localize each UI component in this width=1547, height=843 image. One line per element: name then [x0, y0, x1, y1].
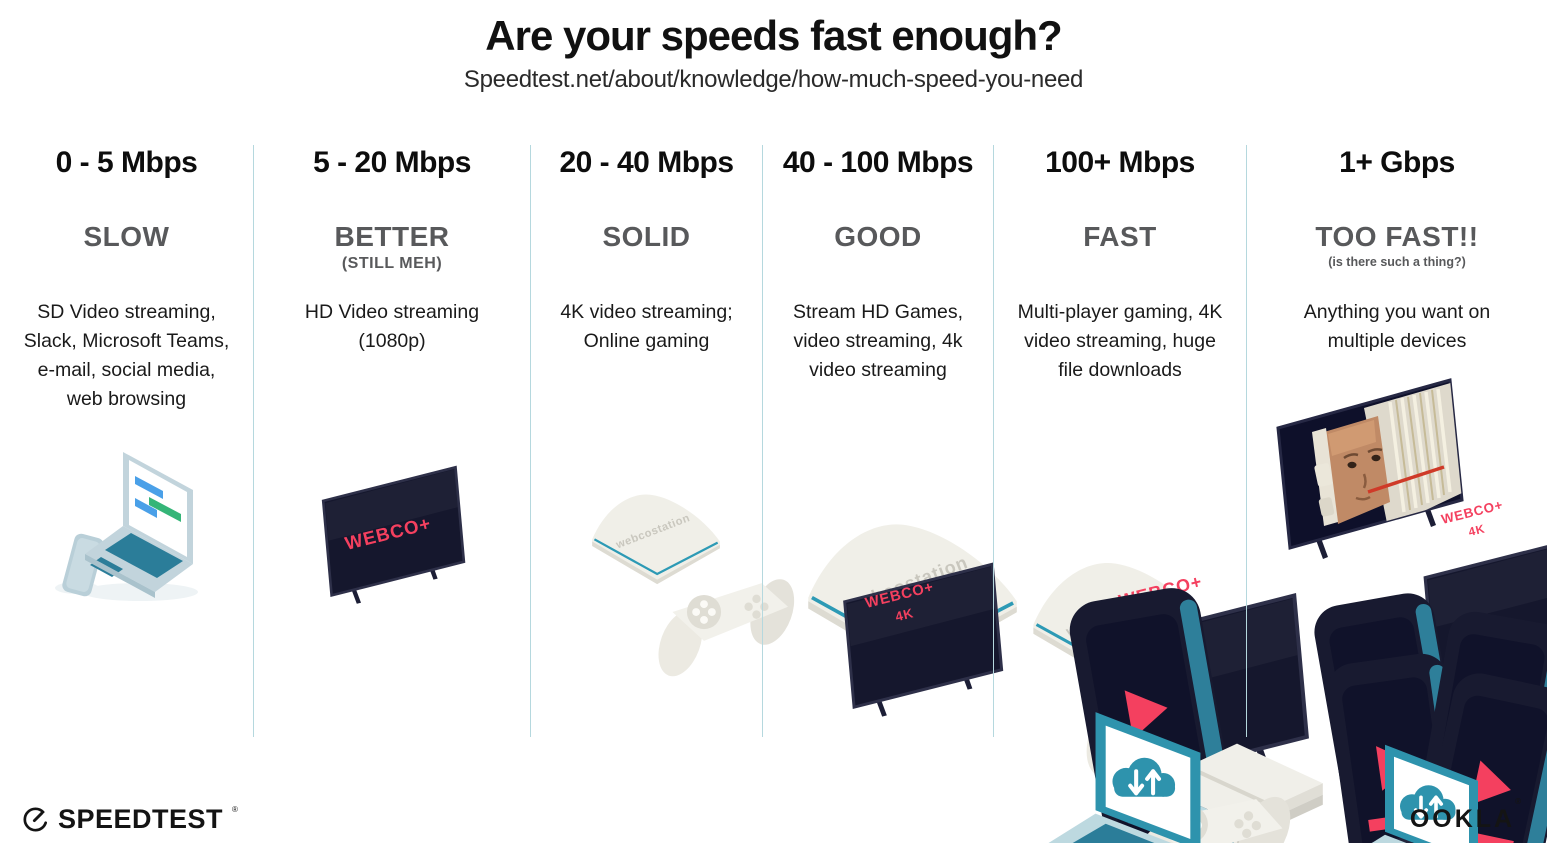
ookla-trademark: ® — [1515, 797, 1521, 806]
speed-columns: 0 - 5 Mbps SLOW SD Video streaming, Slac… — [0, 145, 1547, 737]
movie-tv-icon — [1276, 378, 1464, 559]
tier-label: SLOW — [83, 221, 170, 252]
tv-4k-label: 4K — [894, 605, 915, 624]
tv-icon: WEBCO+ — [317, 457, 467, 607]
hd-tv-illustration: WEBCO+ — [317, 457, 467, 607]
ookla-wordmark: OOKLA — [1409, 805, 1516, 833]
column-better: 5 - 20 Mbps BETTER (STILL MEH) HD Video … — [253, 145, 530, 737]
speedtest-logo: SPEEDTEST ® — [22, 804, 238, 835]
footer: SPEEDTEST ® OOKLA® — [22, 797, 1521, 835]
column-slow: 0 - 5 Mbps SLOW SD Video streaming, Slac… — [0, 145, 253, 737]
all-devices-icon: WEBCO+ 4K — [1276, 378, 1522, 770]
tier-label: TOO FAST!! — [1315, 221, 1479, 252]
page-subtitle: Speedtest.net/about/knowledge/how-much-s… — [463, 66, 1084, 93]
speed-range: 1+ Gbps — [1339, 146, 1455, 179]
speedtest-trademark: ® — [232, 805, 238, 814]
tier-description: Multi-player gaming, 4K video streaming,… — [1017, 301, 1223, 381]
tier-description: SD Video streaming, Slack, Microsoft Tea… — [23, 301, 230, 410]
everything-illustration: WEBCO+ 4K — [1272, 370, 1522, 770]
speed-range: 0 - 5 Mbps — [55, 146, 198, 179]
laptop-and-phone-illustration — [27, 440, 227, 610]
column-good: 40 - 100 Mbps GOOD Stream HD Games, vide… — [762, 145, 993, 737]
speed-range: 20 - 40 Mbps — [559, 146, 734, 179]
astronaut-scene — [1312, 382, 1462, 528]
game-console-illustration — [567, 453, 727, 603]
console-and-4k-tv-illustration: WEBCO+ 4K — [778, 443, 978, 668]
tier-description: Anything you want on multiple devices — [1303, 301, 1491, 352]
tier-label: GOOD — [834, 221, 922, 252]
tier-description: Stream HD Games, video streaming, 4k vid… — [792, 301, 964, 381]
speed-range: 40 - 100 Mbps — [782, 146, 974, 179]
ookla-logo: OOKLA® — [1409, 797, 1521, 834]
multi-device-icon: WEBCO+ 4K — [1010, 445, 1230, 775]
tier-label: BETTER — [334, 221, 450, 252]
column-fast: 100+ Mbps FAST Multi-player gaming, 4K v… — [993, 145, 1246, 737]
header: Are your speeds fast enough? Speedtest.n… — [0, 0, 1547, 94]
laptop-chat-icon — [54, 452, 198, 601]
tier-description: 4K video streaming; Online gaming — [560, 301, 733, 352]
console-tv-icon: WEBCO+ 4K — [778, 443, 978, 668]
tier-note: (is there such a thing?) — [1328, 255, 1466, 269]
column-solid: 20 - 40 Mbps SOLID 4K video streaming; O… — [530, 145, 762, 737]
speed-range: 100+ Mbps — [1045, 146, 1195, 179]
tier-label: FAST — [1083, 221, 1157, 252]
tv-4k-label: 4K — [1467, 521, 1487, 539]
speedtest-gauge-icon — [23, 807, 48, 832]
console-controller-icon — [567, 453, 727, 603]
column-too-fast: 1+ Gbps TOO FAST!! (is there such a thin… — [1246, 145, 1547, 737]
tier-note: (STILL MEH) — [341, 255, 443, 272]
tier-label: SOLID — [602, 221, 691, 252]
speedtest-wordmark: SPEEDTEST — [58, 804, 224, 834]
speed-range: 5 - 20 Mbps — [313, 146, 471, 179]
page-title: Are your speeds fast enough? — [485, 12, 1062, 59]
multi-device-illustration: WEBCO+ 4K — [1010, 445, 1230, 775]
tier-description: HD Video streaming (1080p) — [304, 301, 480, 352]
